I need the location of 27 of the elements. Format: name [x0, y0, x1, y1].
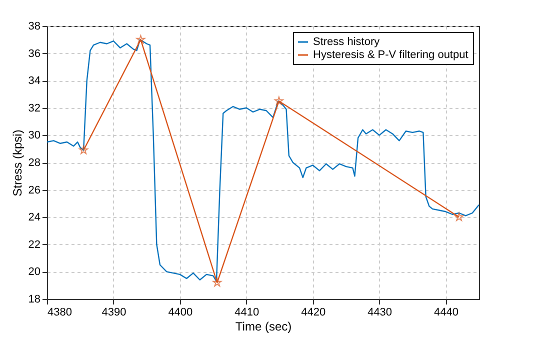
y-tick-label: 20 — [28, 266, 40, 278]
legend-label: Stress history — [313, 36, 380, 48]
x-tick-label: 4380 — [48, 306, 72, 318]
y-tick-label: 34 — [28, 75, 40, 88]
point — [212, 278, 222, 287]
y-tick-label: 24 — [28, 212, 40, 224]
point — [454, 212, 464, 221]
y-tick-label: 28 — [28, 157, 40, 169]
y-tick-label: 18 — [28, 294, 40, 306]
y-tick-label: 30 — [28, 130, 40, 142]
y-tick-label: 22 — [28, 238, 40, 251]
y-tick-label: 38 — [28, 20, 40, 32]
x-tick-label: 4420 — [301, 306, 326, 318]
y-tick-label: 36 — [28, 48, 40, 60]
x-tick-label: 4440 — [434, 306, 459, 318]
point — [79, 146, 88, 154]
x-tick-label: 4430 — [368, 306, 392, 318]
x-tick-label: 4390 — [102, 306, 126, 318]
point — [136, 34, 146, 44]
x-tick-label: 4400 — [168, 306, 193, 318]
y-tick-label: 32 — [28, 102, 40, 114]
x-tick-label: 4410 — [234, 306, 260, 318]
point — [274, 96, 284, 105]
legend-label: Hysteresis & P-V filtering output — [313, 49, 468, 61]
y-tick-label: 26 — [28, 184, 40, 196]
y-axis-title: Stress (kpsi) — [10, 130, 24, 196]
x-axis-title: Time (sec) — [235, 320, 292, 334]
